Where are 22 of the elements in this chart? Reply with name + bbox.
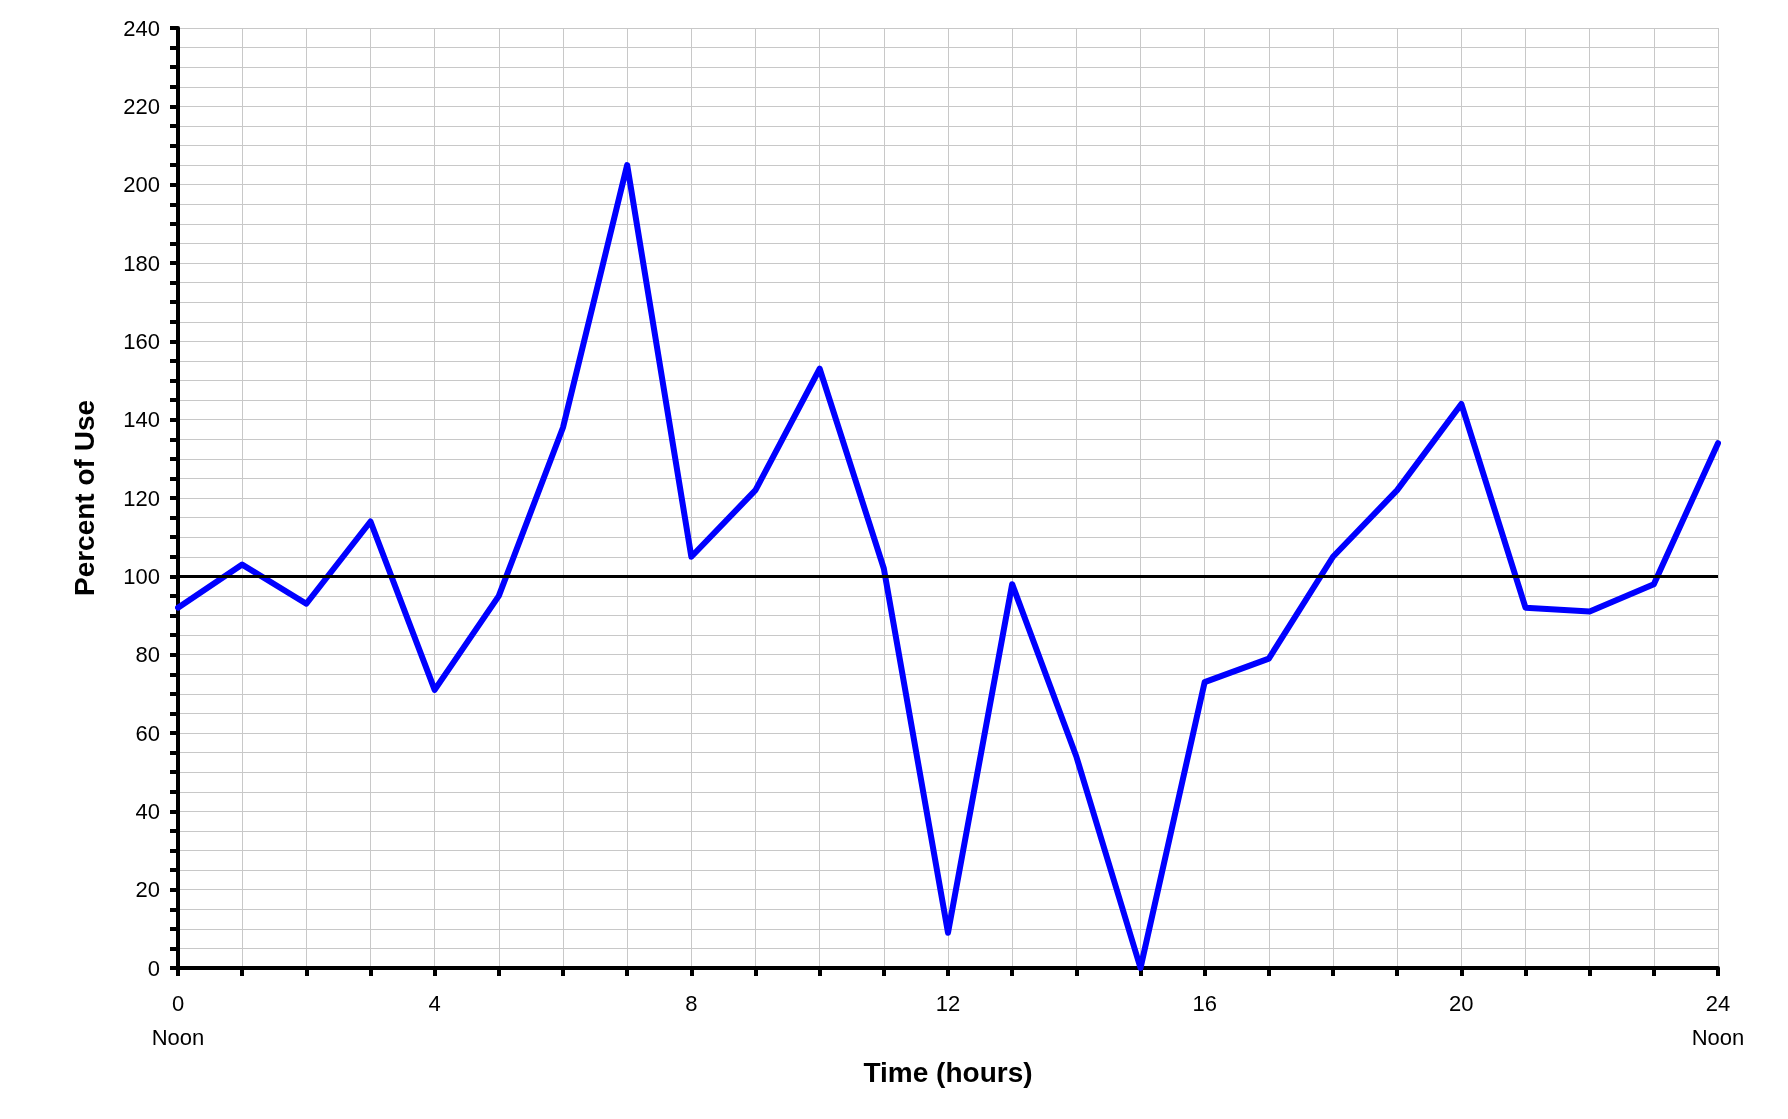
y-tick-label: 0 [147, 955, 160, 981]
x-axis-title: Time (hours) [863, 1057, 1033, 1089]
y-tick-label: 80 [135, 642, 160, 668]
x-tick-label: 0 Noon [151, 990, 205, 1050]
y-tick-label: 20 [135, 877, 160, 903]
y-tick-label: 160 [123, 328, 160, 354]
x-tick-label: 20 [1449, 990, 1474, 1016]
y-tick-label: 60 [135, 720, 160, 746]
y-tick-label: 140 [123, 407, 160, 433]
y-tick-label: 180 [123, 250, 160, 276]
y-tick-label: 220 [123, 93, 160, 119]
x-tick-label: 8 [685, 990, 698, 1016]
x-tick-label: 24 Noon [1691, 990, 1745, 1050]
y-tick-label: 100 [123, 563, 160, 589]
x-tick-label: 12 [935, 990, 961, 1016]
y-axis-title: Percent of Use [68, 399, 100, 597]
y-tick-label: 240 [123, 15, 160, 41]
y-tick-label: 120 [123, 485, 160, 511]
y-tick-label: 200 [123, 172, 160, 198]
x-tick-label: 4 [428, 990, 441, 1016]
y-tick-label: 40 [135, 798, 160, 824]
x-tick-label: 16 [1192, 990, 1217, 1016]
